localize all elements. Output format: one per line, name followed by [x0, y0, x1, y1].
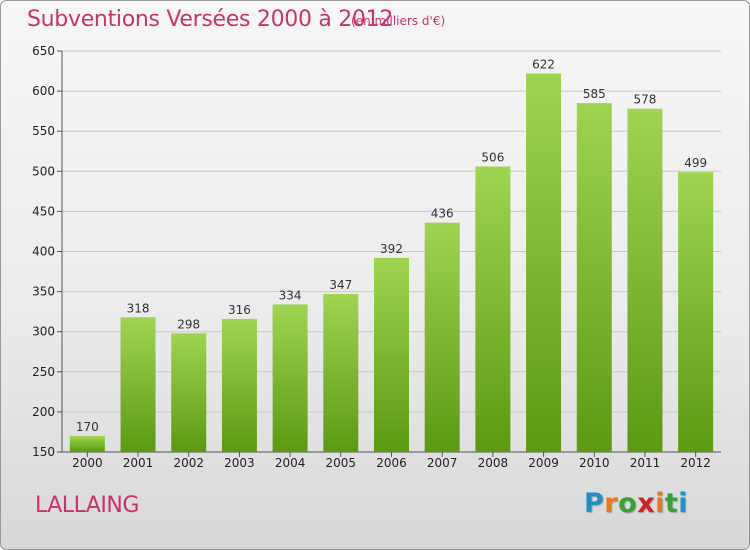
y-tick-label: 650	[32, 44, 55, 58]
x-tick-label: 2011	[630, 456, 661, 470]
x-tick-label: 2010	[579, 456, 610, 470]
y-tick-label: 550	[32, 124, 55, 138]
y-tick-label: 250	[32, 365, 55, 379]
x-tick-label: 2008	[478, 456, 509, 470]
y-tick-label: 300	[32, 325, 55, 339]
y-tick-label: 150	[32, 445, 55, 459]
x-tick-labels: 2000 2001 2002 2003 2004 2005 2006 2007 2008 2009…	[72, 452, 711, 470]
logo-letter: r	[604, 488, 619, 519]
bar-value-label: 436	[431, 207, 454, 221]
logo-letter: x	[637, 488, 656, 519]
logo-letter: P	[584, 488, 605, 519]
y-tick-label: 200	[32, 405, 55, 419]
bar-value-label: 392	[380, 242, 403, 256]
bar	[475, 166, 511, 452]
logo-letter: i	[678, 488, 689, 519]
value-labels: 170 318 298 316 334 347 392 436 506 622 585 578 499	[76, 57, 707, 434]
bar-value-label: 316	[228, 303, 251, 317]
x-tick-label: 2004	[275, 456, 306, 470]
x-tick-label: 2002	[173, 456, 204, 470]
x-tick-label: 2009	[528, 456, 559, 470]
bar-value-label: 499	[684, 156, 707, 170]
bar-value-label: 585	[583, 87, 606, 101]
bars	[69, 73, 714, 453]
y-tick-labels: 150 200 250 300 350 400 450 500 550 600 650	[32, 44, 55, 459]
proxiti-logo: Proxiti	[584, 488, 688, 519]
y-tick-label: 400	[32, 245, 55, 259]
x-tick-label: 2003	[224, 456, 255, 470]
bar-value-label: 506	[481, 150, 504, 164]
bar	[120, 317, 156, 452]
logo-letter: t	[664, 488, 679, 519]
x-tick-label: 2007	[427, 456, 458, 470]
bar	[171, 333, 207, 452]
bar-value-label: 170	[76, 420, 99, 434]
bar-value-label: 622	[532, 57, 555, 71]
x-tick-label: 2012	[680, 456, 711, 470]
x-tick-label: 2000	[72, 456, 103, 470]
bar-value-label: 347	[329, 278, 352, 292]
bar	[323, 294, 359, 452]
bar-value-label: 298	[177, 317, 200, 331]
bar	[374, 257, 409, 452]
chart-subtitle: (en milliers d'€)	[351, 14, 446, 28]
bar	[424, 222, 460, 452]
bar	[69, 435, 105, 452]
bar-value-label: 318	[127, 301, 150, 315]
bar	[221, 318, 257, 452]
x-tick-label: 2001	[123, 456, 154, 470]
chart-title: Subventions Versées 2000 à 2012	[27, 7, 394, 32]
y-tick-label: 450	[32, 204, 55, 218]
y-tick-label: 500	[32, 164, 55, 178]
commune-name: LALLAING	[35, 493, 139, 518]
x-tick-label: 2006	[376, 456, 407, 470]
bar-value-label: 578	[634, 93, 657, 107]
y-tick-label: 350	[32, 285, 55, 299]
bar-value-label: 334	[279, 288, 302, 302]
bar	[627, 108, 663, 452]
logo-letter: i	[655, 488, 665, 519]
x-tick-label: 2005	[326, 456, 357, 470]
bar	[526, 73, 562, 453]
bar	[576, 103, 612, 452]
logo-letter: o	[618, 488, 638, 519]
y-tick-label: 600	[32, 84, 55, 98]
bar	[678, 172, 714, 453]
bar	[272, 304, 308, 452]
